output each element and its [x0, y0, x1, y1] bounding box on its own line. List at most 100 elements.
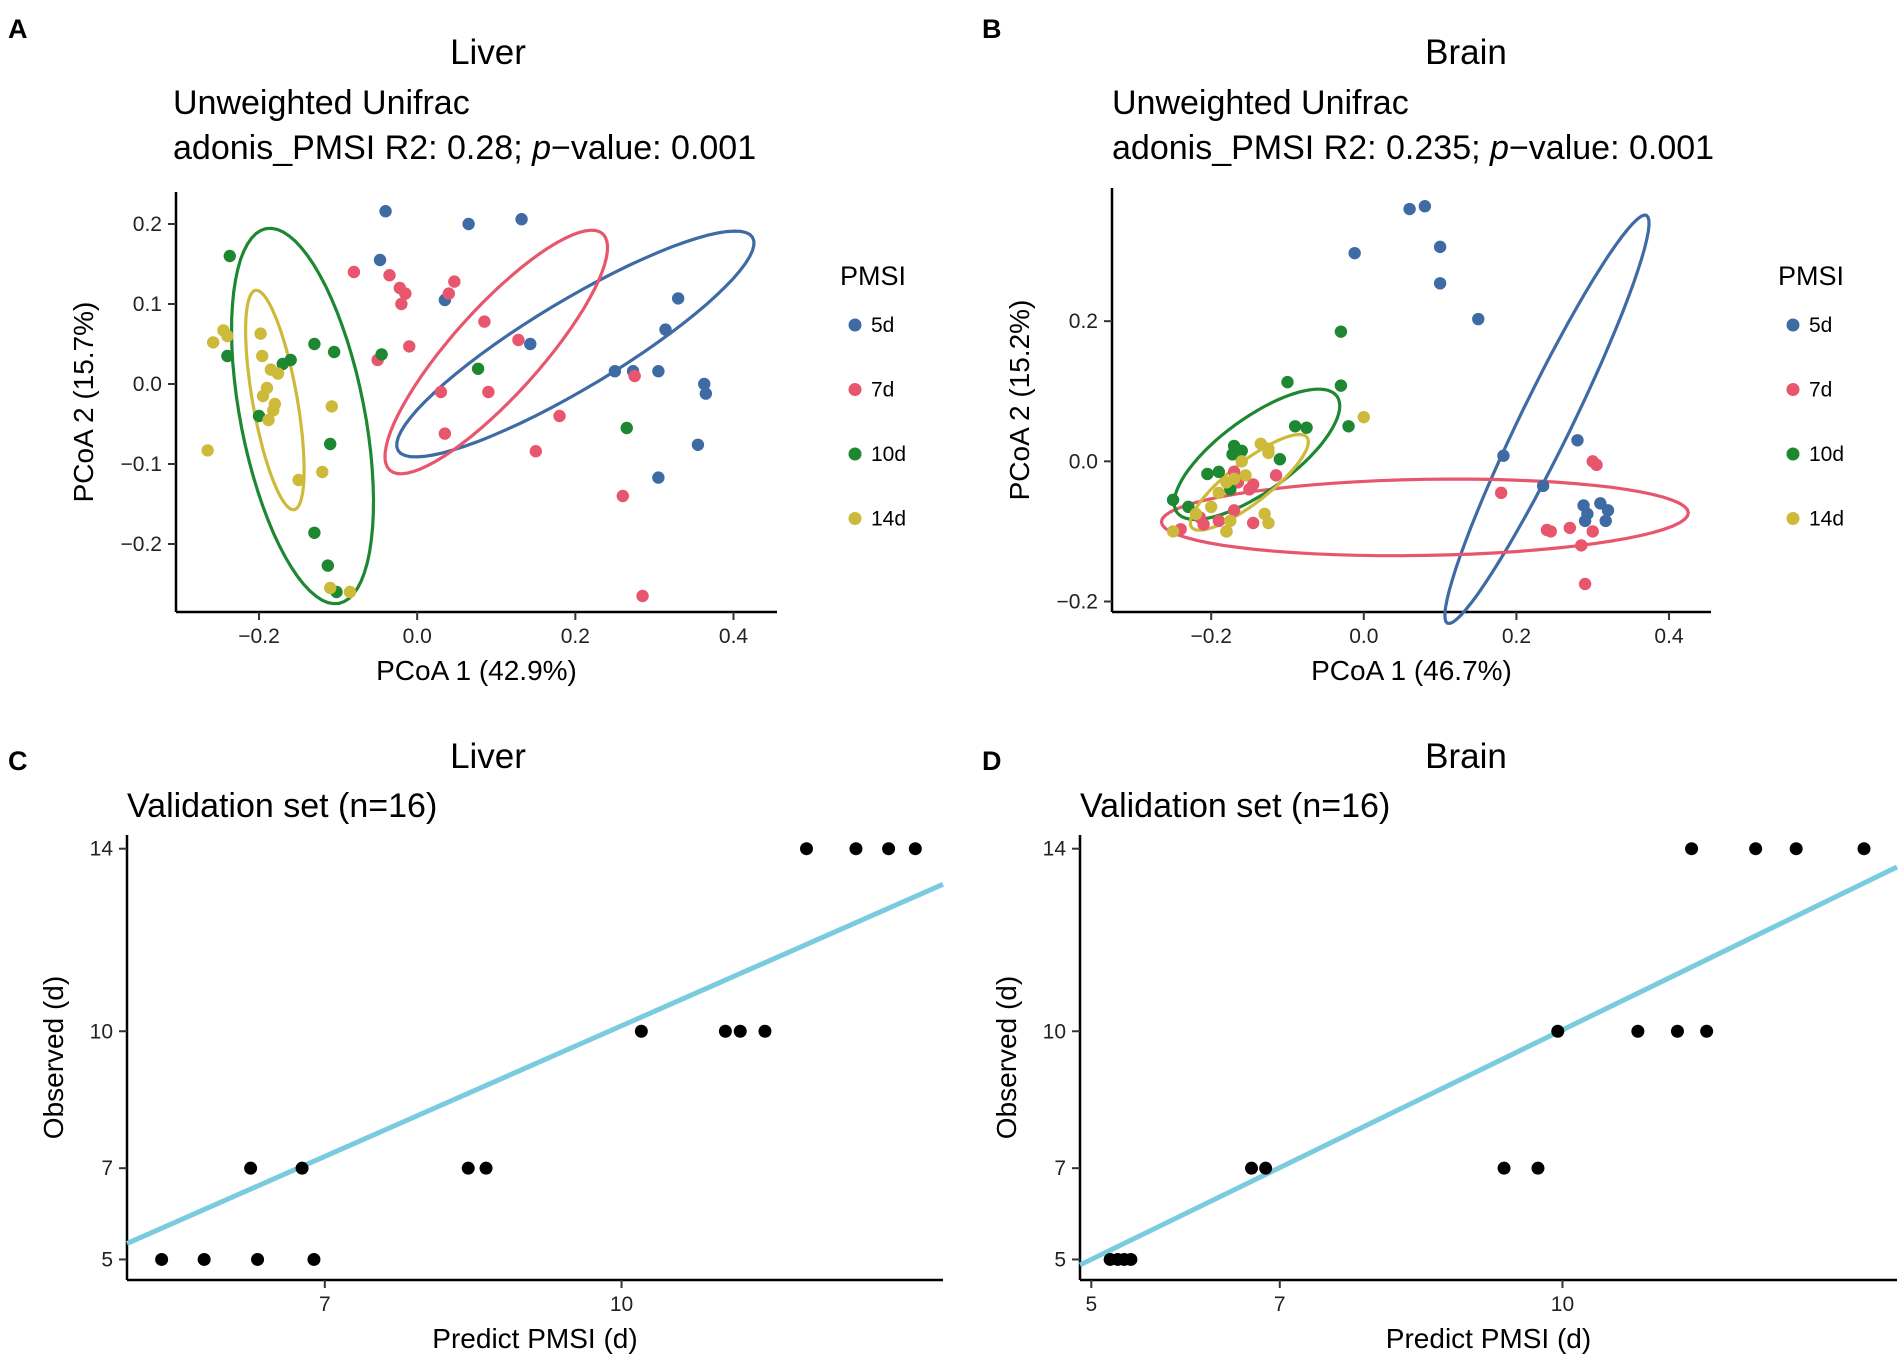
point-7d: [616, 489, 629, 503]
panel-a-adonis-prefix: adonis_PMSI R2: 0.28;: [173, 129, 532, 167]
point-7d: [438, 427, 452, 440]
y-tick-label: 0.1: [133, 293, 162, 316]
point-5d: [1418, 200, 1432, 213]
point-14d: [343, 585, 357, 599]
panel-d-fit-line: [1078, 864, 1899, 1268]
point-7d: [482, 385, 495, 399]
x-tick-label: 7: [319, 1293, 331, 1316]
point: [1124, 1252, 1138, 1266]
panel-b-y-axis-title: PCoA 2 (15.2%): [1004, 300, 1035, 501]
point-14d: [255, 349, 269, 363]
point-7d: [403, 340, 416, 353]
point: [307, 1252, 321, 1266]
point-5d: [1497, 449, 1510, 462]
point-10d: [375, 348, 388, 361]
point-5d: [1348, 246, 1361, 260]
point-7d: [1544, 525, 1557, 538]
point-14d: [1220, 525, 1233, 538]
legend-label-14d: 14d: [871, 508, 906, 531]
point-5d: [659, 323, 672, 336]
y-tick-label: 0.2: [1069, 310, 1098, 333]
panel-d-plot: 5 7 10 5 7 10 14 Predict PMSI (d) Observed (d): [991, 835, 1899, 1354]
point-10d: [327, 345, 341, 359]
panel-c: C Liver Validation set (n=16) 7 10 5 7 10 14 P…: [8, 737, 945, 1354]
legend-key-10d: [848, 447, 862, 461]
panel-b-title: Brain: [1425, 33, 1507, 72]
point-10d: [1334, 379, 1348, 392]
y-tick-label: 10: [90, 1020, 113, 1043]
y-tick-label: −0.2: [1057, 590, 1098, 613]
point-7d: [1563, 521, 1577, 535]
panel-d-label: D: [982, 746, 1002, 776]
y-tick-label: −0.1: [121, 453, 162, 476]
point-7d: [1212, 514, 1226, 528]
panel-a-y-axis-title: PCoA 2 (15.7%): [68, 302, 99, 503]
y-tick-label: 7: [101, 1157, 113, 1180]
panel-b-adonis-prefix: adonis_PMSI R2: 0.235;: [1112, 129, 1490, 167]
point-14d: [1189, 507, 1203, 521]
legend-title: PMSI: [840, 261, 906, 291]
point-10d: [252, 409, 266, 423]
legend-key-14d: [848, 512, 862, 525]
point-5d: [1601, 504, 1615, 517]
point-14d: [1235, 455, 1248, 468]
point: [295, 1161, 309, 1175]
point-7d: [442, 287, 456, 300]
point-14d: [1239, 469, 1252, 482]
point-10d: [308, 526, 321, 539]
x-tick-label: 10: [1551, 1293, 1574, 1316]
panel-c-plot: 7 10 5 7 10 14 Predict PMSI (d) Observed (d): [38, 835, 945, 1354]
panel-b-adonis-suffix: −value: 0.001: [1509, 129, 1714, 167]
y-tick-label: 5: [101, 1248, 113, 1271]
x-tick-label: 0.4: [1654, 625, 1684, 648]
point-10d: [324, 437, 337, 451]
legend-key-7d: [848, 383, 862, 396]
point-14d: [271, 367, 285, 380]
point: [849, 842, 863, 856]
point: [1857, 842, 1871, 856]
point-14d: [1357, 410, 1371, 424]
point-7d: [553, 409, 566, 423]
point-10d: [276, 357, 289, 371]
point-7d: [1586, 455, 1599, 468]
y-tick-label: 0.0: [133, 373, 162, 396]
point-5d: [462, 217, 475, 231]
legend-label-5d: 5d: [1809, 314, 1832, 337]
legend-label-10d: 10d: [871, 443, 906, 466]
point-14d: [316, 465, 329, 479]
legend-key-5d: [848, 318, 862, 332]
panel-a-ellipse-5d: [395, 229, 756, 459]
point-14d: [267, 404, 280, 417]
x-tick-label: 7: [1274, 1293, 1286, 1316]
x-tick-label: 0.0: [403, 625, 432, 648]
point-10d: [471, 362, 485, 375]
panel-d-subtitle: Validation set (n=16): [1080, 787, 1390, 825]
panel-b-x-axis-title: PCoA 1 (46.7%): [1311, 655, 1512, 686]
x-tick-label: −0.2: [238, 625, 279, 648]
point-14d: [1224, 514, 1237, 528]
point-14d: [201, 444, 214, 457]
point-7d: [1246, 516, 1260, 530]
point: [733, 1024, 747, 1038]
x-tick-label: 5: [1085, 1293, 1097, 1316]
panel-d: D Brain Validation set (n=16) 5 7 10 5 7 10 14…: [982, 737, 1899, 1354]
x-tick-label: 10: [610, 1293, 633, 1316]
point: [479, 1161, 493, 1175]
point: [908, 842, 922, 856]
y-tick-label: 7: [1054, 1157, 1066, 1180]
point-14d: [1204, 500, 1218, 514]
point: [1631, 1024, 1645, 1038]
point: [1749, 842, 1763, 856]
point: [1497, 1161, 1511, 1175]
panel-a-subtitle: Unweighted Unifrac: [173, 84, 470, 122]
point-14d: [1212, 486, 1226, 500]
panel-a-p-italic: p: [531, 129, 551, 167]
point: [1670, 1024, 1684, 1038]
point: [718, 1024, 732, 1038]
point-10d: [1212, 465, 1226, 479]
point-5d: [379, 205, 392, 218]
panel-a-title: Liver: [450, 33, 526, 72]
point-7d: [1494, 486, 1508, 500]
point-14d: [292, 473, 305, 487]
